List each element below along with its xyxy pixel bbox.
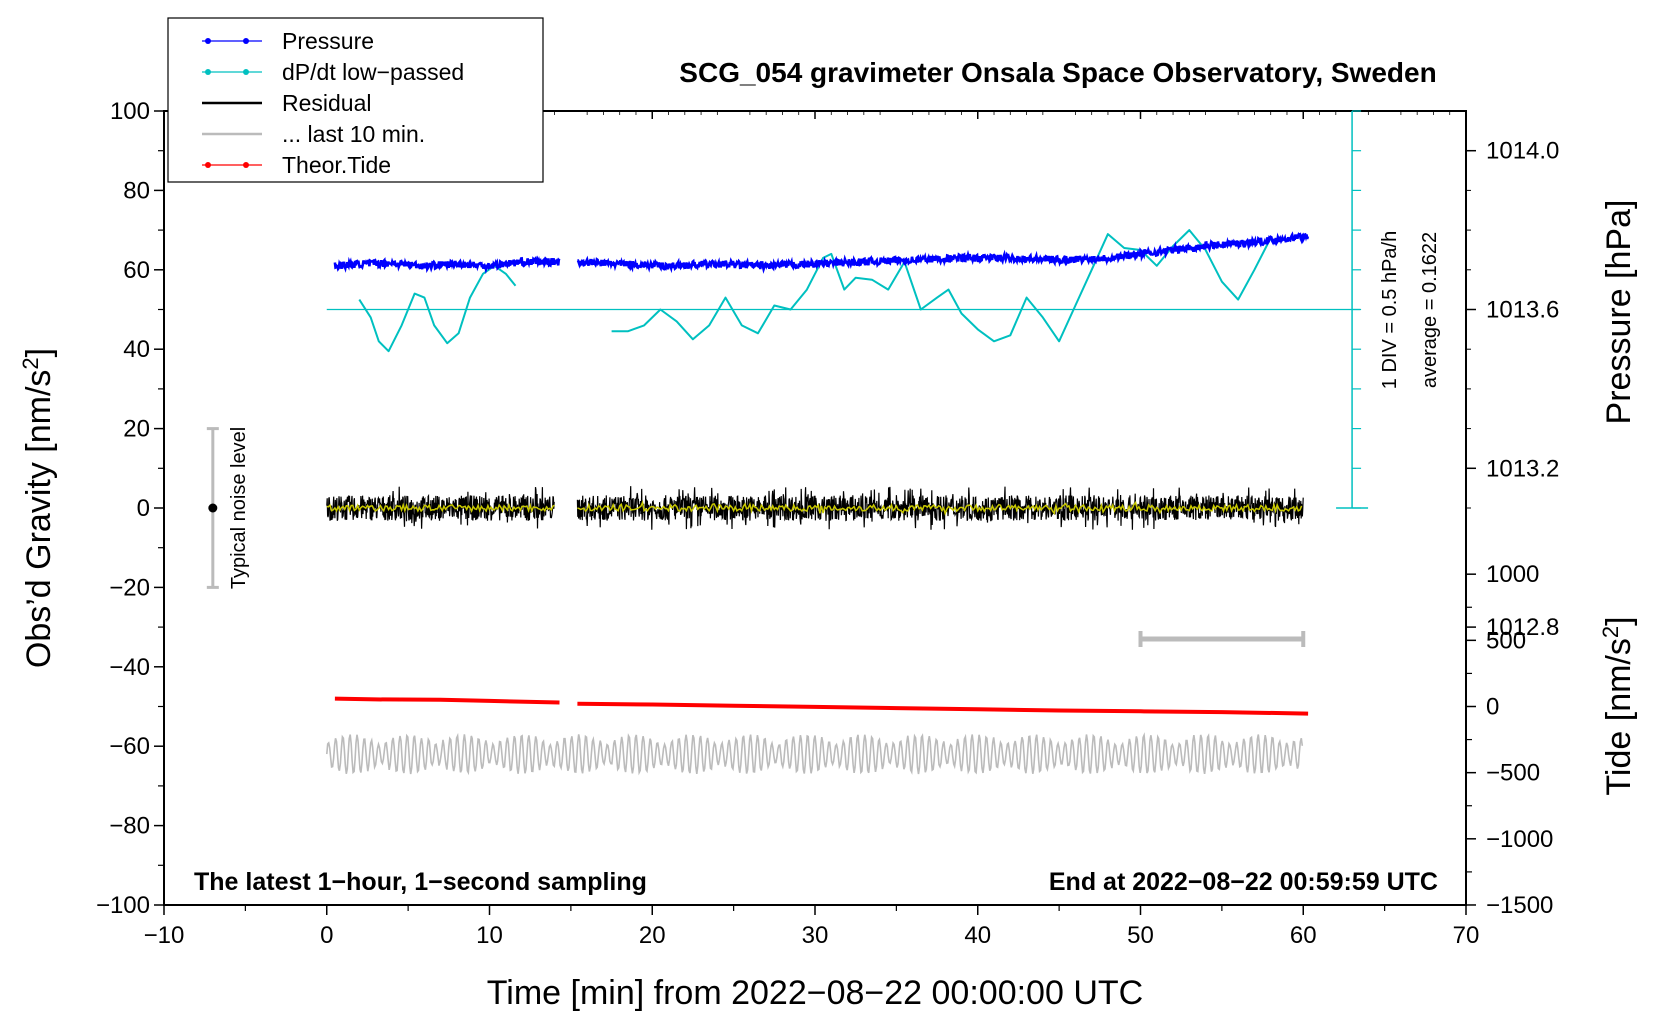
pressure-tick-label: 1013.6 — [1486, 297, 1559, 324]
noise-level-label: Typical noise level — [228, 427, 250, 589]
x-tick-label: 70 — [1453, 922, 1480, 949]
tide-axis-label-close: ] — [1600, 616, 1638, 625]
y-axis-label-sup: 2 — [18, 357, 43, 369]
tide-tick-labels: −1500 −1000 −500 0 500 1000 — [1486, 561, 1553, 919]
annotation-bottom-right: End at 2022−08−22 00:59:59 UTC — [1049, 868, 1438, 896]
legend-swatch-marker — [243, 69, 249, 75]
legend-label: Theor.Tide — [282, 152, 391, 178]
tide-tick-label: 0 — [1486, 694, 1499, 721]
y-tick-label: 80 — [123, 177, 150, 204]
tide-axis-label-text: Tide [nm/s — [1600, 638, 1638, 795]
tide-axis-label: Tide [nm/s2] — [1598, 616, 1638, 795]
legend-label: dP/dt low−passed — [282, 59, 464, 85]
x-tick-label: 0 — [320, 922, 333, 949]
x-tick-label: 60 — [1290, 922, 1317, 949]
pressure-tick-label: 1014.0 — [1486, 138, 1559, 165]
y-tick-label: −100 — [96, 892, 150, 919]
annotation-marks — [206, 110, 1369, 648]
y-tick-label: 60 — [123, 257, 150, 284]
pressure-line — [576, 231, 1310, 274]
pressure-tick-label: 1012.8 — [1486, 614, 1559, 641]
y-tick-label: 40 — [123, 336, 150, 363]
x-tick-label: 10 — [476, 922, 503, 949]
tide-axis-label-sup: 2 — [1598, 626, 1623, 638]
pressure-tick-label: 1013.2 — [1486, 455, 1559, 482]
y-tick-label: −60 — [109, 733, 150, 760]
y-tick-label: 20 — [123, 416, 150, 443]
tide-tick-label: 500 — [1486, 627, 1526, 654]
y-axis-label-text: Obs’d Gravity [nm/s — [20, 370, 58, 669]
legend-label: Residual — [282, 90, 372, 116]
tide-line — [334, 696, 560, 705]
dpdt-line — [611, 229, 1272, 343]
legend-swatch-marker — [205, 38, 211, 44]
dpdt-line — [358, 264, 517, 353]
pressure-line — [333, 255, 561, 275]
x-tick-label: 30 — [802, 922, 829, 949]
x-axis-label: Time [min] from 2022−08−22 00:00:00 UTC — [487, 974, 1143, 1012]
tide-tick-label: −1000 — [1486, 826, 1553, 853]
tide-tick-label: −1500 — [1486, 892, 1553, 919]
chart-title: SCG_054 gravimeter Onsala Space Observat… — [679, 57, 1436, 88]
div-label: 1 DIV = 0.5 hPa/h — [1379, 231, 1401, 389]
last-10min-line — [326, 732, 1304, 776]
pressure-tick-labels: 1012.8 1013.2 1013.6 1014.0 1014.4 — [1486, 0, 1559, 641]
y-tick-label: −20 — [109, 574, 150, 601]
legend-rows: Pressure dP/dt low−passed Residual ... last… — [202, 28, 464, 178]
y-tick-labels: −100 −80 −60 −40 −20 0 20 40 60 80 100 — [96, 98, 150, 919]
y-tick-label: −80 — [109, 813, 150, 840]
legend-label: Pressure — [282, 28, 374, 54]
y-axis-label: Obs’d Gravity [nm/s2] — [18, 348, 58, 668]
pressure-axis-label: Pressure [hPa] — [1600, 200, 1638, 425]
x-tick-label: 40 — [964, 922, 991, 949]
residual-smoothed-line — [326, 502, 555, 514]
x-tick-label: 50 — [1127, 922, 1154, 949]
residual-line — [576, 486, 1304, 530]
legend-swatch-marker — [205, 162, 211, 168]
x-tick-label: 20 — [639, 922, 666, 949]
series-layer — [326, 229, 1310, 776]
y-axis-label-close: ] — [20, 348, 58, 357]
average-label: average = 0.1622 — [1419, 232, 1441, 388]
y-tick-label: −40 — [109, 654, 150, 681]
legend-box — [167, 17, 544, 183]
pressure-tick-label: 1014.4 — [1486, 0, 1559, 6]
y-tick-label: 0 — [137, 495, 150, 522]
annotation-bottom-left: The latest 1−hour, 1−second sampling — [194, 868, 647, 896]
legend-swatch-marker — [205, 69, 211, 75]
tide-tick-label: −500 — [1486, 760, 1540, 787]
tide-line — [577, 701, 1309, 716]
legend: Pressure dP/dt low−passed Residual ... last… — [167, 17, 544, 183]
y-tick-label: 100 — [110, 98, 150, 125]
tide-tick-label: 1000 — [1486, 561, 1539, 588]
residual-smoothed-line — [577, 499, 1303, 516]
legend-swatch-marker — [243, 162, 249, 168]
x-tick-label: −10 — [144, 922, 185, 949]
noise-bar-center-dot — [208, 503, 218, 513]
x-tick-labels: −10 0 10 20 30 40 50 60 70 — [144, 922, 1480, 949]
legend-label: ... last 10 min. — [282, 121, 425, 147]
legend-swatch-marker — [243, 38, 249, 44]
